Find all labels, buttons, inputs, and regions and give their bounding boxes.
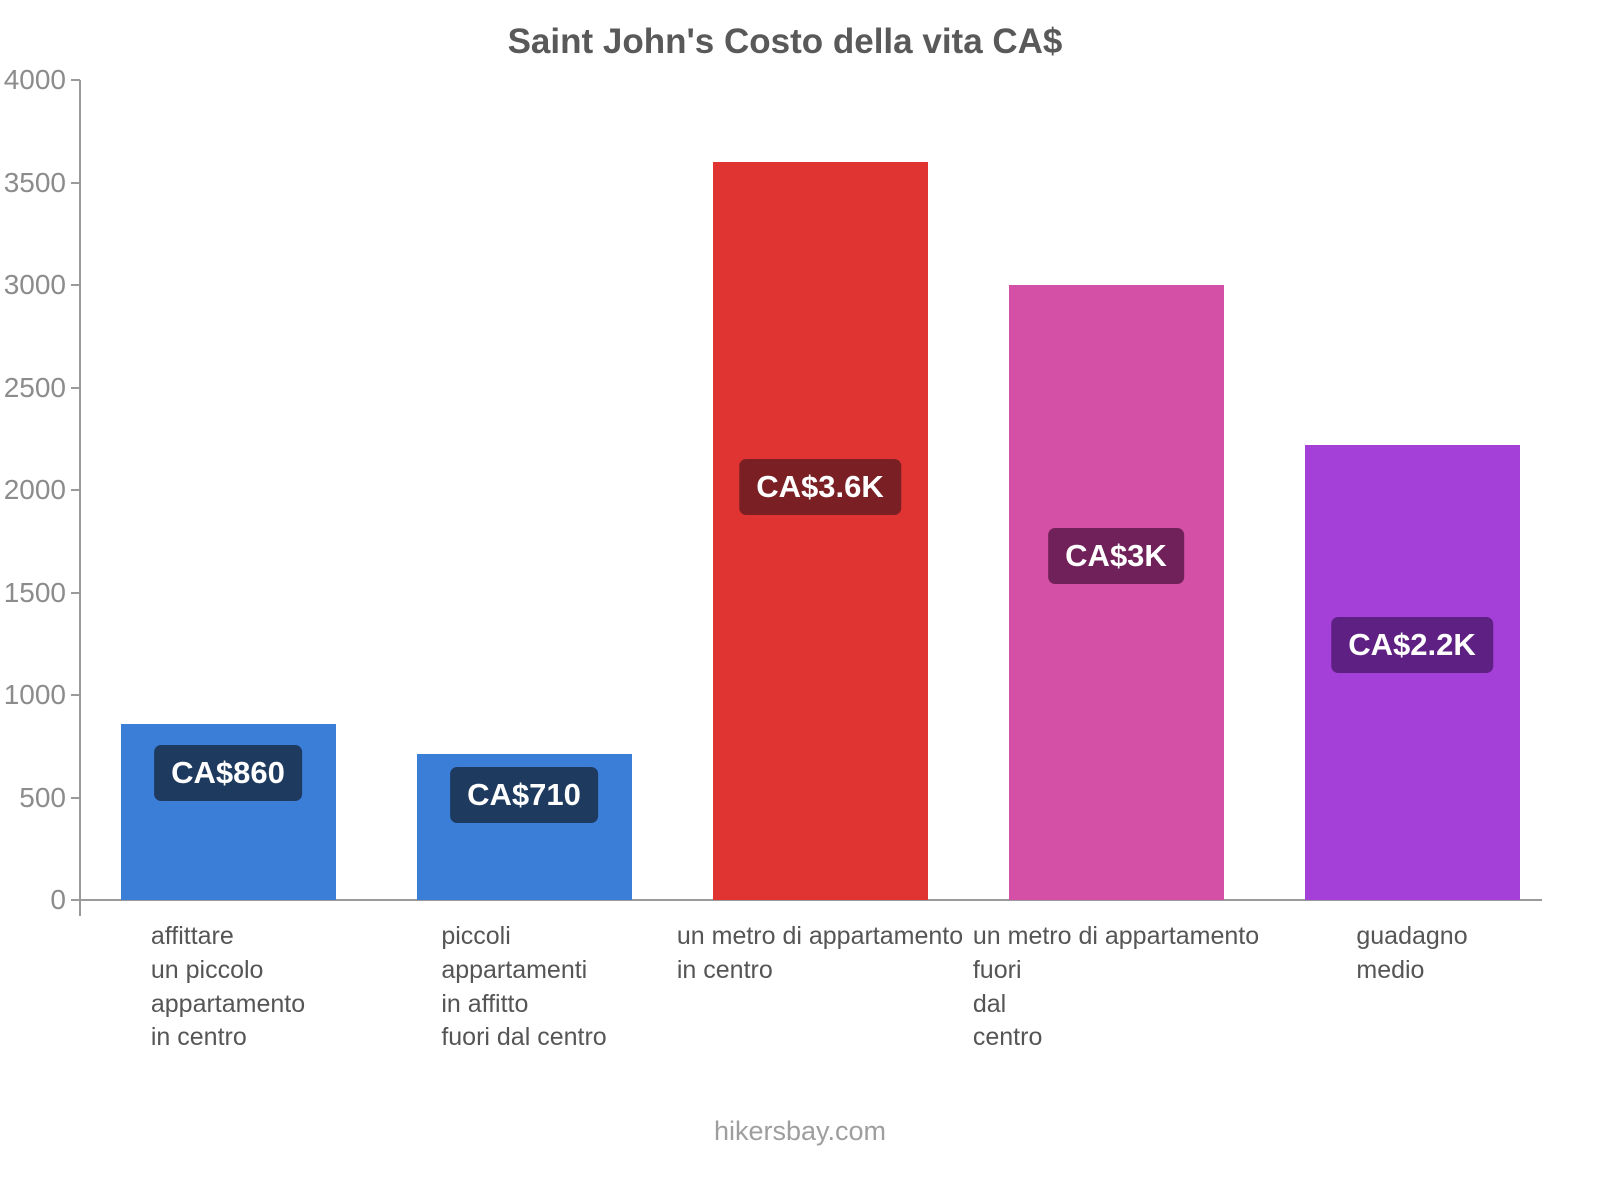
category-label-text: guadagno medio [1356, 922, 1468, 984]
category-label-text: un metro di appartamento in centro [676, 922, 964, 984]
category-label-text: affittare un piccolo appartamento in centro [150, 922, 306, 1052]
bar-value-label: CA$710 [450, 767, 598, 824]
bar-value-label: CA$3.6K [739, 458, 901, 515]
y-axis-tick-label: 2000 [3, 474, 66, 505]
y-axis-tick-label: 4000 [3, 64, 66, 95]
y-axis-line [79, 80, 81, 916]
y-axis-tick-mark [71, 79, 80, 81]
bar-value-label: CA$2.2K [1331, 617, 1493, 674]
category-label-text: piccoli appartamenti in affitto fuori dal c… [441, 922, 607, 1052]
y-axis-tick-label: 1500 [3, 576, 66, 608]
y-axis-tick-mark [71, 284, 80, 286]
footer-watermark: hikersbay.com [713, 1116, 887, 1146]
y-axis-tick-mark [71, 181, 80, 184]
x-axis-category-label: un metro di appartamento in centro [672, 920, 968, 988]
x-axis-category-label: piccoli appartamenti in affitto fuori dal c… [376, 920, 672, 1055]
y-axis-tick-label: 3500 [3, 166, 66, 198]
x-axis-category-label: guadagno medio [1264, 920, 1560, 988]
y-axis-tick-mark [71, 694, 80, 696]
y-axis-tick-mark [71, 386, 80, 389]
bar-4 [1009, 285, 1224, 900]
y-axis-tick-label: 500 [19, 781, 66, 813]
y-axis-tick-label: 2500 [3, 371, 66, 403]
x-axis-category-label: affittare un piccolo appartamento in centro [80, 920, 376, 1055]
x-axis-line [80, 899, 1542, 901]
y-axis-tick-label: 0 [50, 884, 66, 915]
x-axis-category-label: un metro di appartamento fuori dal centro [968, 920, 1264, 1055]
category-label-text: un metro di appartamento fuori dal centro [972, 922, 1260, 1052]
y-axis-tick-mark [71, 899, 80, 901]
chart-title: Saint John's Costo della vita CA$ [507, 22, 1063, 61]
y-axis-tick-mark [71, 489, 80, 491]
y-axis-tick-mark [71, 796, 80, 799]
bar-3 [713, 162, 928, 900]
y-axis-tick-label: 1000 [3, 679, 66, 710]
bar-value-label: CA$3K [1048, 527, 1184, 584]
y-axis-tick-mark [71, 591, 80, 594]
bar-value-label: CA$860 [154, 745, 302, 802]
y-axis-tick-label: 3000 [3, 269, 66, 300]
